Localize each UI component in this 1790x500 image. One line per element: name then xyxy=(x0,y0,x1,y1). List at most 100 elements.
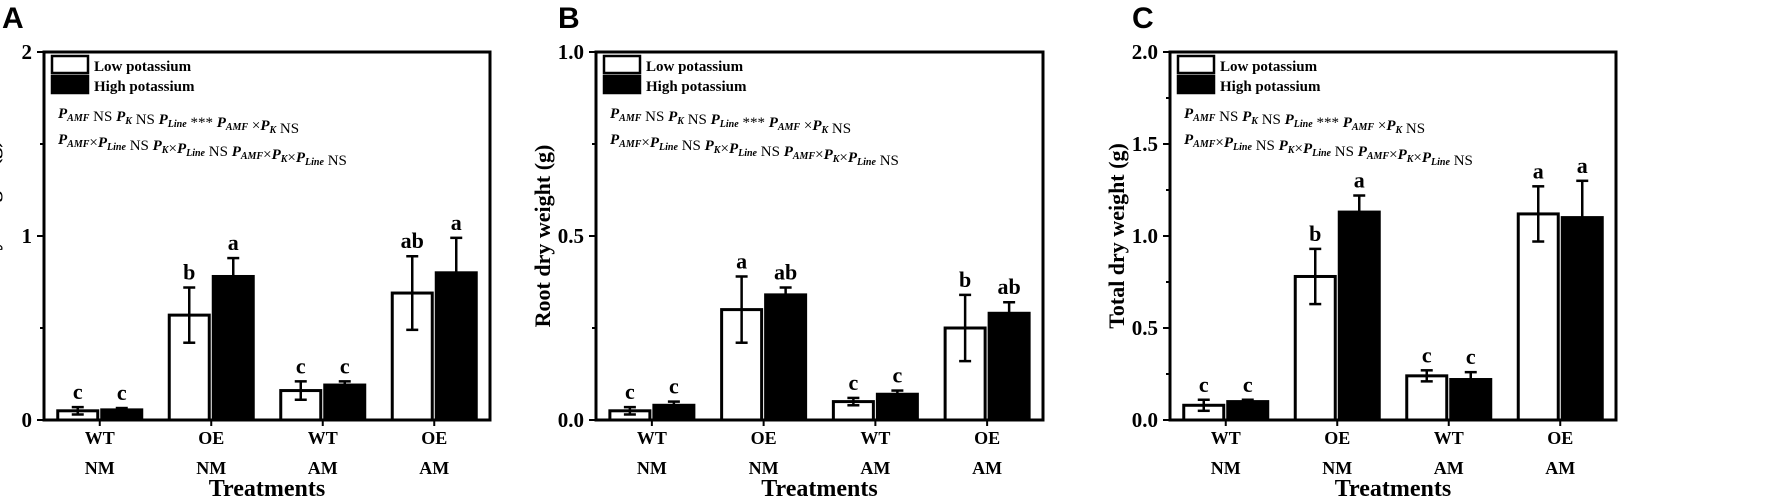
bar xyxy=(875,392,919,422)
legend-label-high: High potassium xyxy=(94,79,195,95)
y-tick-label: 0.5 xyxy=(1132,316,1158,340)
x-tick-label-treatment: NM xyxy=(1211,458,1241,478)
x-tick-label: WT xyxy=(860,428,890,448)
y-tick-label: 0.0 xyxy=(1132,408,1158,432)
y-axis-label: Total dry weight (g) xyxy=(1104,143,1129,329)
x-tick-label-treatment: AM xyxy=(419,458,449,478)
bar xyxy=(434,271,478,422)
bar xyxy=(987,311,1031,422)
significance-letter: c xyxy=(73,379,83,404)
y-tick-label: 2 xyxy=(22,40,33,64)
legend-label-high: High potassium xyxy=(1220,79,1321,95)
legend-swatch-low xyxy=(1176,54,1216,75)
significance-letter: b xyxy=(1309,221,1321,246)
panel-A: A 0 1 2 Shoot dry weight (g) WT NM OE NM WT AM OE AM… xyxy=(0,2,492,500)
legend-label-low: Low potassium xyxy=(1220,59,1318,75)
bar xyxy=(1560,216,1604,422)
bar xyxy=(100,408,144,422)
x-tick-label-treatment: AM xyxy=(860,458,890,478)
y-tick-label: 0.0 xyxy=(558,408,584,432)
bar xyxy=(211,274,255,422)
bar xyxy=(764,293,808,422)
significance-letter: a xyxy=(1577,153,1588,178)
bar xyxy=(652,403,696,422)
y-tick-label: 0 xyxy=(22,408,33,432)
bar xyxy=(1516,212,1560,422)
significance-letter: a xyxy=(1354,168,1365,193)
bar xyxy=(323,383,367,422)
y-tick-label: 0.5 xyxy=(558,224,584,248)
stats-line2: PAMF×PLine NS PK×PLine NS PAMF×PK×PLine … xyxy=(1184,132,1473,169)
legend-swatch-low xyxy=(602,54,642,75)
panel-B: B 0.0 0.5 1.0 Root dry weight (g) WT NM OE NM WT A… xyxy=(530,2,1045,500)
significance-letter: c xyxy=(1466,344,1476,369)
x-tick-label-treatment: AM xyxy=(1434,458,1464,478)
significance-letter: b xyxy=(959,267,971,292)
significance-letter: ab xyxy=(774,260,797,285)
x-tick-label-treatment: AM xyxy=(972,458,1002,478)
y-tick-label: 1 xyxy=(22,224,33,248)
x-tick-label: OE xyxy=(974,428,1000,448)
panel-label: C xyxy=(1132,2,1154,35)
significance-letter: c xyxy=(1199,372,1209,397)
significance-letter: c xyxy=(340,353,350,378)
bar xyxy=(1405,374,1449,422)
x-tick-label: WT xyxy=(85,428,115,448)
significance-letter: c xyxy=(296,353,306,378)
bar xyxy=(1449,378,1493,422)
legend-swatch-high xyxy=(1176,74,1216,95)
x-tick-label: OE xyxy=(198,428,224,448)
bar xyxy=(1337,210,1381,422)
significance-letter: c xyxy=(1422,342,1432,367)
legend-swatch-high xyxy=(602,74,642,95)
x-axis-label: Treatments xyxy=(1335,476,1451,500)
x-axis-label: Treatments xyxy=(209,476,325,500)
x-tick-label: OE xyxy=(421,428,447,448)
y-tick-label: 2.0 xyxy=(1132,40,1158,64)
y-tick-label: 1.5 xyxy=(1132,132,1158,156)
y-tick-label: 1.0 xyxy=(1132,224,1158,248)
x-axis-label: Treatments xyxy=(761,476,877,500)
stats-line1: PAMF NS PK NS PLine *** PAMF ×PK NS xyxy=(58,106,299,137)
x-tick-label: OE xyxy=(1324,428,1350,448)
significance-letter: c xyxy=(669,374,679,399)
significance-letter: a xyxy=(736,248,747,273)
x-tick-label-treatment: NM xyxy=(637,458,667,478)
legend-label-low: Low potassium xyxy=(646,59,744,75)
panel-label: A xyxy=(2,2,24,35)
significance-letter: c xyxy=(848,370,858,395)
significance-letter: b xyxy=(183,260,195,285)
panel-C: C 0.0 0.5 1.0 1.5 2.0 Total dry weight (g) WT NM… xyxy=(1104,2,1618,500)
stats-line2: PAMF×PLine NS PK×PLine NS PAMF×PK×PLine … xyxy=(58,132,347,169)
x-tick-label: WT xyxy=(1211,428,1241,448)
significance-letter: a xyxy=(1533,158,1544,183)
legend-label-low: Low potassium xyxy=(94,59,192,75)
legend-label-high: High potassium xyxy=(646,79,747,95)
x-tick-label-treatment: AM xyxy=(308,458,338,478)
x-tick-label-treatment: NM xyxy=(85,458,115,478)
significance-letter: a xyxy=(228,230,239,255)
stats-line1: PAMF NS PK NS PLine *** PAMF ×PK NS xyxy=(610,106,851,137)
x-tick-label: OE xyxy=(751,428,777,448)
significance-letter: c xyxy=(892,363,902,388)
y-tick-label: 1.0 xyxy=(558,40,584,64)
panel-label: B xyxy=(558,2,580,35)
x-tick-label: OE xyxy=(1547,428,1573,448)
bar xyxy=(1226,400,1270,422)
significance-letter: c xyxy=(117,380,127,405)
x-tick-label-treatment: NM xyxy=(749,458,779,478)
legend-swatch-low xyxy=(50,54,90,75)
stats-line1: PAMF NS PK NS PLine *** PAMF ×PK NS xyxy=(1184,106,1425,137)
x-tick-label-treatment: NM xyxy=(196,458,226,478)
x-tick-label-treatment: NM xyxy=(1322,458,1352,478)
significance-letter: ab xyxy=(401,228,424,253)
significance-letter: ab xyxy=(998,274,1021,299)
x-tick-label: WT xyxy=(637,428,667,448)
significance-letter: c xyxy=(625,379,635,404)
x-tick-label-treatment: AM xyxy=(1545,458,1575,478)
y-axis-label: Root dry weight (g) xyxy=(530,145,555,328)
x-tick-label: WT xyxy=(1434,428,1464,448)
x-tick-label: WT xyxy=(308,428,338,448)
legend-swatch-high xyxy=(50,74,90,95)
